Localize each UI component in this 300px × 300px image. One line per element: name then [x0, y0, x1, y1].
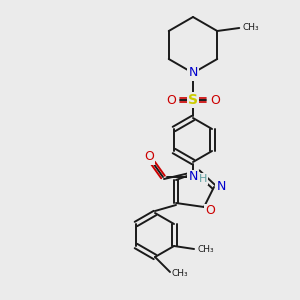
Text: CH₃: CH₃	[172, 269, 189, 278]
Text: H: H	[199, 174, 207, 184]
Text: CH₃: CH₃	[242, 23, 259, 32]
Text: O: O	[205, 205, 215, 218]
Text: O: O	[144, 151, 154, 164]
Text: N: N	[188, 170, 198, 184]
Text: CH₃: CH₃	[197, 244, 214, 253]
Text: O: O	[210, 94, 220, 106]
Text: N: N	[188, 67, 198, 80]
Text: S: S	[188, 93, 198, 107]
Text: O: O	[166, 94, 176, 106]
Text: N: N	[216, 179, 226, 193]
